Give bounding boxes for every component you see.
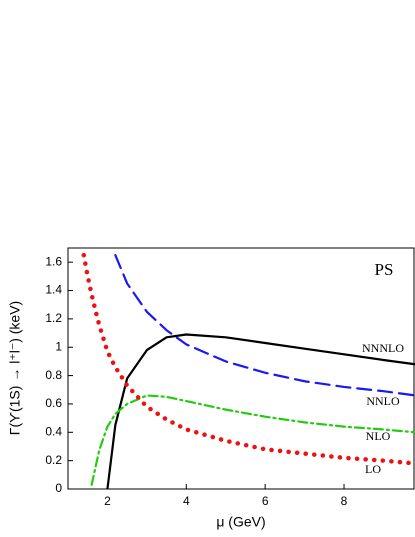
y-tick-label: 0 <box>55 481 62 495</box>
y-tick-label: 0.8 <box>45 368 62 382</box>
series-label: LO <box>365 462 381 476</box>
series-line <box>114 253 415 397</box>
y-tick-label: 0.2 <box>45 453 62 467</box>
y-axis-label: Γ(ϒ(1S) → l⁺l⁻) (keV) <box>7 301 23 435</box>
y-tick-label: 0.6 <box>45 396 62 410</box>
y-tick-label: 1 <box>55 339 62 353</box>
series-line <box>90 394 415 486</box>
x-tick-label: 8 <box>341 494 348 508</box>
series-label: NNNLO <box>362 341 404 355</box>
x-tick-label: 4 <box>183 494 190 508</box>
plot-frame <box>67 247 415 490</box>
x-tick-label: 6 <box>262 494 269 508</box>
x-tick-label: 2 <box>104 494 111 508</box>
y-tick-label: 1.2 <box>45 311 62 325</box>
y-tick-label: 1.4 <box>45 283 62 297</box>
x-axis-label: μ (GeV) <box>216 514 265 530</box>
y-tick-label: 1.6 <box>45 254 62 268</box>
series-label: NLO <box>366 429 391 443</box>
series-label: NNLO <box>366 394 400 408</box>
annotation: PS <box>375 260 394 279</box>
y-tick-label: 0.4 <box>45 424 62 438</box>
